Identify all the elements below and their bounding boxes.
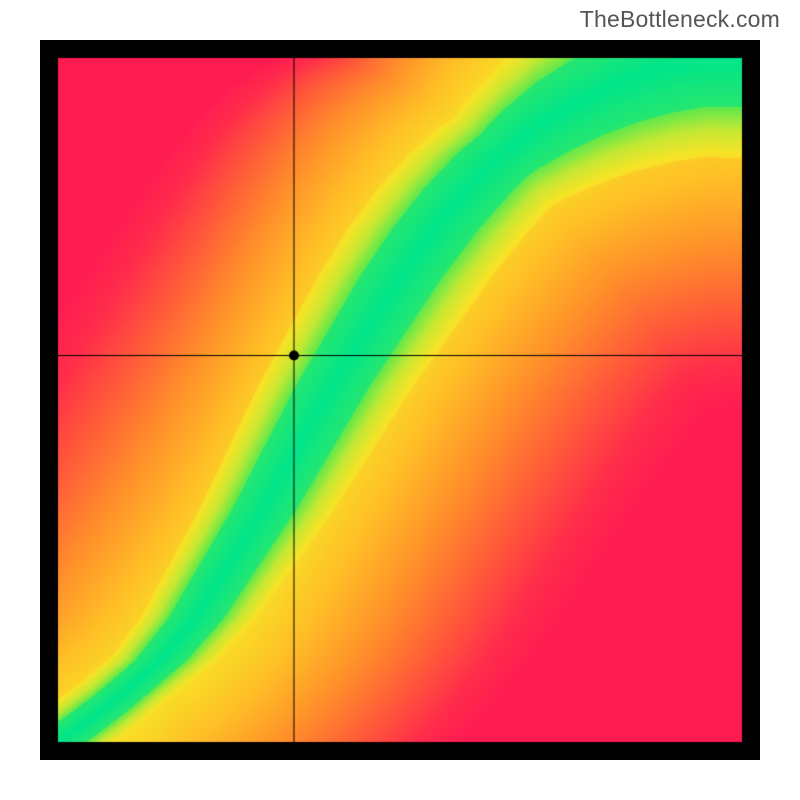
chart-container: TheBottleneck.com bbox=[0, 0, 800, 800]
heatmap-plot bbox=[40, 40, 760, 760]
watermark-text: TheBottleneck.com bbox=[580, 6, 780, 33]
